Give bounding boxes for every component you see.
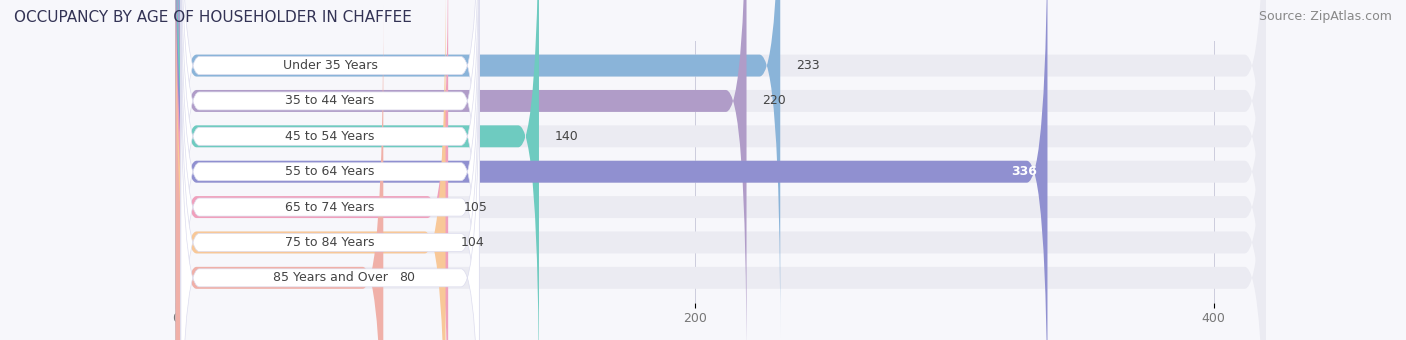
FancyBboxPatch shape <box>181 39 479 340</box>
FancyBboxPatch shape <box>176 0 1265 340</box>
Text: 45 to 54 Years: 45 to 54 Years <box>285 130 375 143</box>
Text: 233: 233 <box>796 59 820 72</box>
Text: 35 to 44 Years: 35 to 44 Years <box>285 95 375 107</box>
FancyBboxPatch shape <box>181 0 479 340</box>
FancyBboxPatch shape <box>176 0 1265 338</box>
FancyBboxPatch shape <box>181 4 479 340</box>
Text: Under 35 Years: Under 35 Years <box>283 59 378 72</box>
Text: 220: 220 <box>762 95 786 107</box>
Text: 65 to 74 Years: 65 to 74 Years <box>285 201 375 214</box>
FancyBboxPatch shape <box>176 6 1265 340</box>
FancyBboxPatch shape <box>176 0 1265 340</box>
Text: Source: ZipAtlas.com: Source: ZipAtlas.com <box>1258 10 1392 23</box>
FancyBboxPatch shape <box>181 0 479 340</box>
FancyBboxPatch shape <box>181 0 479 304</box>
FancyBboxPatch shape <box>176 0 449 340</box>
FancyBboxPatch shape <box>176 0 780 338</box>
FancyBboxPatch shape <box>176 0 1265 340</box>
Text: 104: 104 <box>461 236 485 249</box>
FancyBboxPatch shape <box>181 0 479 340</box>
Text: 105: 105 <box>464 201 488 214</box>
Text: 336: 336 <box>1011 165 1038 178</box>
FancyBboxPatch shape <box>176 0 1265 340</box>
Text: 55 to 64 Years: 55 to 64 Years <box>285 165 375 178</box>
FancyBboxPatch shape <box>176 6 384 340</box>
FancyBboxPatch shape <box>181 0 479 340</box>
Text: 85 Years and Over: 85 Years and Over <box>273 271 388 284</box>
Text: 80: 80 <box>399 271 415 284</box>
FancyBboxPatch shape <box>176 0 1265 340</box>
FancyBboxPatch shape <box>176 0 1047 340</box>
Text: OCCUPANCY BY AGE OF HOUSEHOLDER IN CHAFFEE: OCCUPANCY BY AGE OF HOUSEHOLDER IN CHAFF… <box>14 10 412 25</box>
Text: 75 to 84 Years: 75 to 84 Years <box>285 236 375 249</box>
FancyBboxPatch shape <box>176 0 747 340</box>
FancyBboxPatch shape <box>176 0 538 340</box>
FancyBboxPatch shape <box>176 0 446 340</box>
Text: 140: 140 <box>554 130 578 143</box>
